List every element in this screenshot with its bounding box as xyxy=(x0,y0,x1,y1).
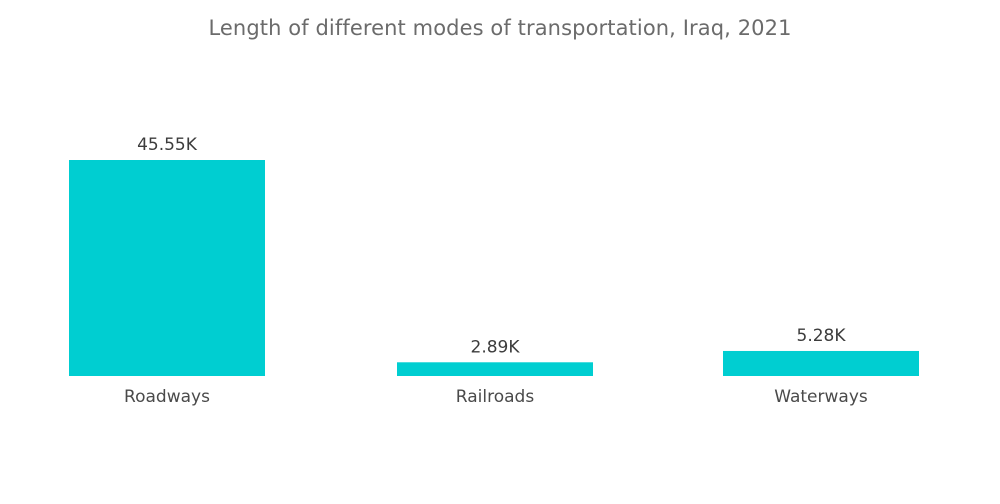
chart-title: Length of different modes of transportat… xyxy=(208,16,792,40)
bar-waterways xyxy=(723,350,919,376)
data-label-roadways: 45.55K xyxy=(137,135,198,155)
bar-railroads xyxy=(397,362,593,376)
bar-roadways xyxy=(69,160,265,376)
data-label-railroads: 2.89K xyxy=(471,337,521,357)
category-label-waterways: Waterways xyxy=(774,387,868,407)
category-label-roadways: Roadways xyxy=(124,387,210,407)
bar-group xyxy=(69,160,919,376)
value-label-group: 45.55K 2.89K 5.28K xyxy=(137,135,846,357)
category-label-group: Roadways Railroads Waterways xyxy=(124,387,868,407)
category-label-railroads: Railroads xyxy=(456,387,535,407)
data-label-waterways: 5.28K xyxy=(797,326,847,346)
